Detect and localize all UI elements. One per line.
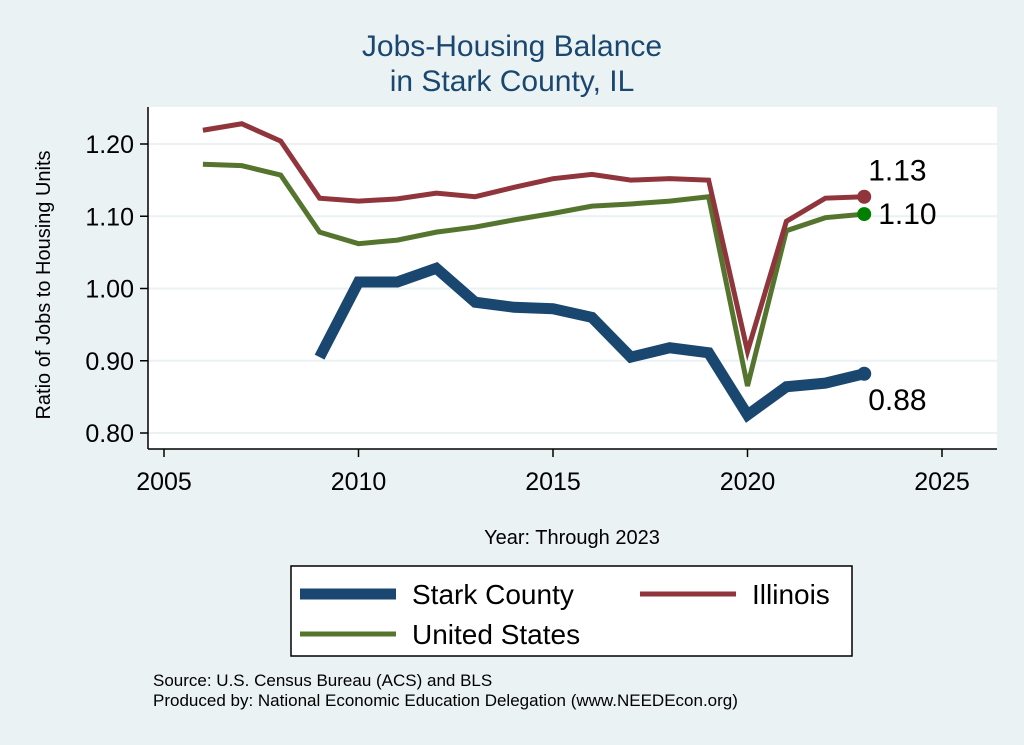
legend-label: Stark County [412, 579, 574, 610]
x-tick-label: 2020 [720, 468, 776, 496]
y-tick-label: 1.20 [85, 131, 134, 159]
y-tick-label: 1.00 [85, 276, 134, 304]
series-line-stark-county [314, 262, 866, 423]
y-tick-label: 0.90 [85, 348, 134, 376]
y-axis-label: Ratio of Jobs to Housing Units [33, 150, 55, 419]
legend-label: Illinois [752, 579, 830, 610]
source-note: Source: U.S. Census Bureau (ACS) and BLS [153, 671, 493, 690]
chart-title: Jobs-Housing Balance [361, 30, 663, 63]
y-tick-label: 0.80 [85, 420, 134, 448]
x-tick-label: 2015 [525, 468, 581, 496]
plot-area [148, 107, 997, 449]
end-point-marker [857, 366, 872, 381]
x-axis-label: Year: Through 2023 [484, 527, 660, 549]
end-value-label: 1.13 [868, 155, 926, 188]
end-point-marker [857, 207, 872, 222]
series-line-united-states [202, 161, 865, 387]
x-tick-label: 2025 [914, 468, 970, 496]
end-value-label: 1.10 [878, 198, 936, 231]
y-tick-label: 1.10 [85, 203, 134, 231]
producer-note: Produced by: National Economic Education… [153, 691, 738, 710]
end-value-label: 0.88 [868, 384, 926, 417]
legend [290, 565, 853, 657]
series-line-illinois [202, 121, 865, 362]
legend-label: United States [412, 619, 580, 650]
x-tick-label: 2005 [136, 468, 192, 496]
x-tick-label: 2010 [331, 468, 387, 496]
end-point-marker [857, 189, 872, 204]
chart-subtitle: in Stark County, IL [389, 65, 635, 98]
